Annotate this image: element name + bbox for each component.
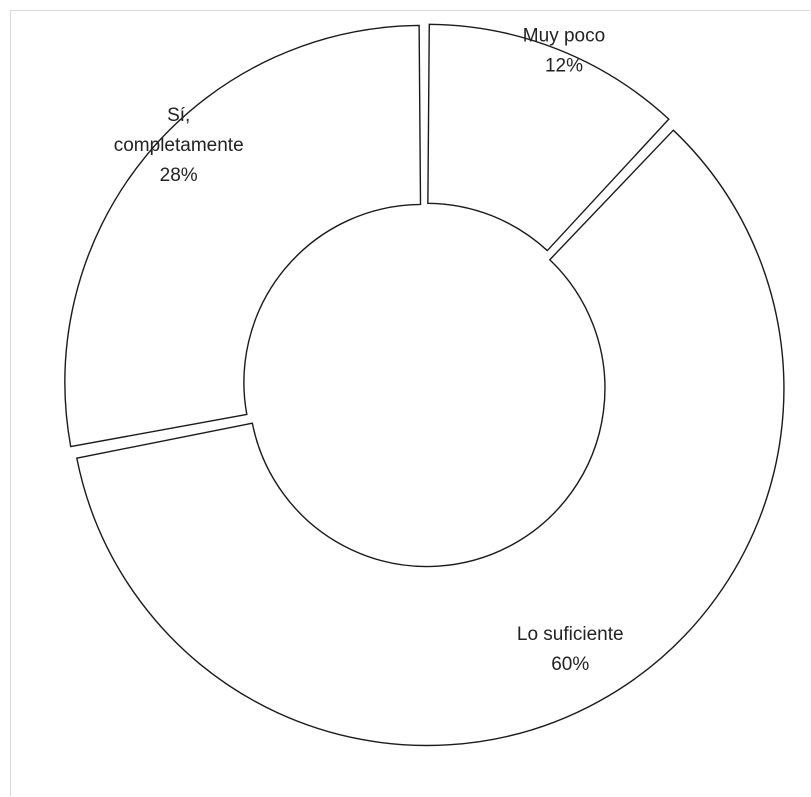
- slice-lo-suficiente: [75, 129, 785, 747]
- slice-muy-poco: [427, 23, 670, 252]
- data-label-line: Muy poco: [523, 26, 605, 47]
- data-label-line: completamente: [114, 135, 244, 156]
- data-label-line: 28%: [160, 165, 198, 186]
- data-label-line: 60%: [551, 654, 589, 675]
- data-label-line: Lo suficiente: [517, 624, 624, 645]
- data-label-line: 12%: [545, 56, 583, 77]
- data-label-lo-suficiente: Lo suficiente 60%: [517, 624, 624, 675]
- slice-si-completamente: [64, 24, 422, 448]
- data-label-si-completamente: Sí, completamente 28%: [114, 105, 244, 186]
- data-label-line: Sí,: [167, 105, 190, 126]
- data-label-muy-poco: Muy poco 12%: [523, 26, 605, 77]
